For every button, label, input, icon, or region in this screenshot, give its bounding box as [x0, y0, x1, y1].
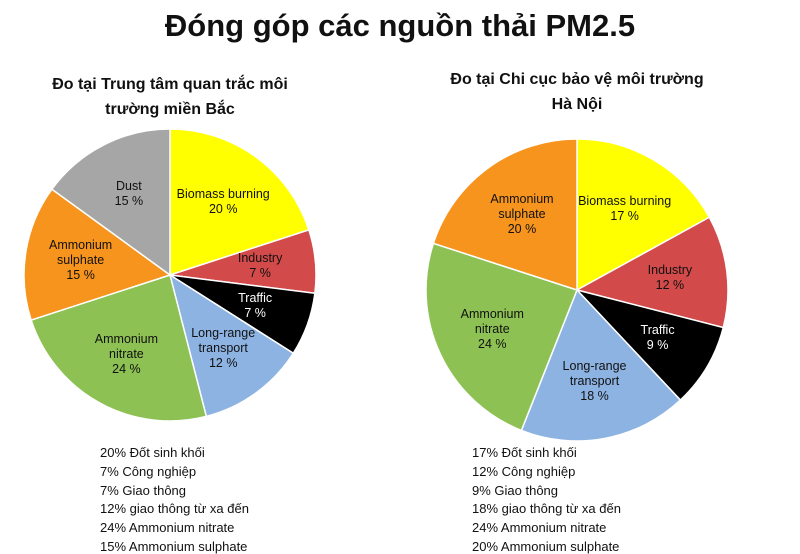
note-line: 24% Ammonium nitrate	[100, 520, 235, 536]
slice-value-label: 7 %	[244, 305, 266, 320]
note-line: 12% Công nghiệp	[472, 463, 576, 479]
slice-label: Long-range transport	[191, 325, 256, 355]
note-line: 17% Đốt sinh khối	[472, 445, 577, 460]
note-line: 7% Giao thông	[100, 482, 187, 498]
note-line: 18% giao thông từ xa đến	[472, 501, 621, 517]
note-line: 9% Giao thông	[472, 482, 559, 498]
pie-slice	[30, 274, 208, 422]
pie-slice	[168, 273, 295, 418]
slice-value-label: 9 %	[646, 337, 669, 352]
main-title: Đóng góp các nguồn thải PM2.5	[164, 8, 636, 43]
note-line: 24% Ammonium nitrate	[472, 520, 607, 536]
pie-slice	[576, 138, 711, 292]
note-line: 12% giao thông từ xa đến	[100, 501, 249, 517]
slice-value-label: 18 %	[580, 389, 609, 404]
slice-label: Biomass burning	[578, 194, 672, 209]
slice-label: Biomass burning	[176, 186, 270, 201]
slice-label: Ammonium nitrate	[460, 307, 524, 337]
pie-slice	[169, 128, 310, 277]
pie-slice	[574, 288, 725, 402]
slice-value-label: 24 %	[478, 337, 507, 352]
pie-slice	[574, 216, 729, 329]
pie-slice	[432, 138, 578, 292]
note-line: 20% Ammonium sulphate	[472, 539, 620, 554]
slice-label: Dust	[116, 179, 142, 194]
slice-value-label: 24 %	[112, 361, 141, 376]
slice-value-label: 12 %	[208, 355, 238, 370]
slice-value-label: 15 %	[66, 268, 95, 283]
pie-slice	[50, 128, 171, 277]
note-line: 15% Ammonium sulphate	[100, 539, 248, 554]
note-line: 7% Công nghiệp	[100, 463, 197, 479]
slice-label: Industry	[647, 263, 693, 278]
slice-label: Ammonium sulphate	[48, 238, 113, 268]
slice-value-label: 17 %	[610, 209, 639, 224]
slice-value-label: 20 %	[507, 221, 537, 236]
pie-slice	[23, 188, 172, 322]
pie-slice	[425, 242, 578, 432]
slice-label: Traffic	[238, 290, 273, 305]
note-line: 20% Đốt sinh khối	[100, 445, 205, 460]
slice-value-label: 15 %	[114, 194, 144, 209]
slice-label: Industry	[237, 251, 283, 266]
slice-value-label: 7 %	[249, 266, 271, 281]
slice-label: Long-range transport	[562, 359, 627, 389]
pie-slice	[520, 288, 682, 442]
slice-label: Ammonium nitrate	[94, 331, 158, 361]
chart-subtitle: Đo tại Chi cục bảo vệ môi trường Hà Nội	[450, 71, 704, 113]
slice-value-label: 20 %	[208, 201, 238, 216]
slice-value-label: 12 %	[655, 278, 685, 293]
slice-label: Traffic	[640, 322, 675, 337]
chart-subtitle: Đo tại Trung tâm quan trắc môi trường mi…	[52, 76, 288, 118]
slice-label: Ammonium sulphate	[490, 191, 554, 221]
